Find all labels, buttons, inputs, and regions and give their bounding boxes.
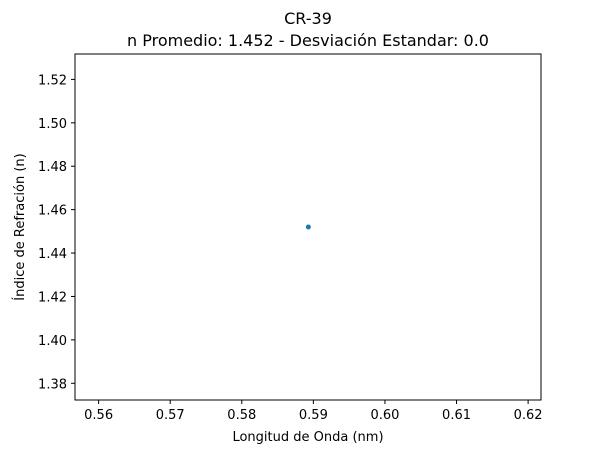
data-point: [305, 224, 311, 230]
y-axis-ticks: 1.38 1.40 1.42 1.44 1.46 1.48 1.50 1.52: [38, 73, 75, 392]
x-tick-label: 0.57: [156, 408, 185, 423]
y-tick-label: 1.38: [38, 377, 67, 392]
y-tick-label: 1.40: [38, 334, 67, 349]
x-tick-label: 0.60: [370, 408, 399, 423]
y-tick-label: 1.44: [38, 247, 67, 262]
y-tick-label: 1.46: [38, 204, 67, 219]
y-tick-label: 1.48: [38, 160, 67, 175]
chart-title: CR-39: [284, 9, 332, 28]
y-tick-label: 1.42: [38, 290, 67, 305]
x-axis-label: Longitud de Onda (nm): [232, 430, 383, 445]
y-tick-label: 1.52: [38, 73, 67, 88]
chart-subtitle: n Promedio: 1.452 - Desviación Estandar:…: [127, 31, 489, 50]
x-tick-label: 0.59: [299, 408, 328, 423]
x-tick-label: 0.58: [227, 408, 256, 423]
x-tick-label: 0.56: [84, 408, 113, 423]
x-tick-label: 0.62: [514, 408, 543, 423]
x-tick-label: 0.61: [442, 408, 471, 423]
x-axis-ticks: 0.56 0.57 0.58 0.59 0.60 0.61 0.62: [84, 400, 543, 423]
data-points: [305, 224, 311, 230]
y-tick-label: 1.50: [38, 117, 67, 132]
y-axis-label: Índice de Refración (n): [12, 153, 28, 300]
